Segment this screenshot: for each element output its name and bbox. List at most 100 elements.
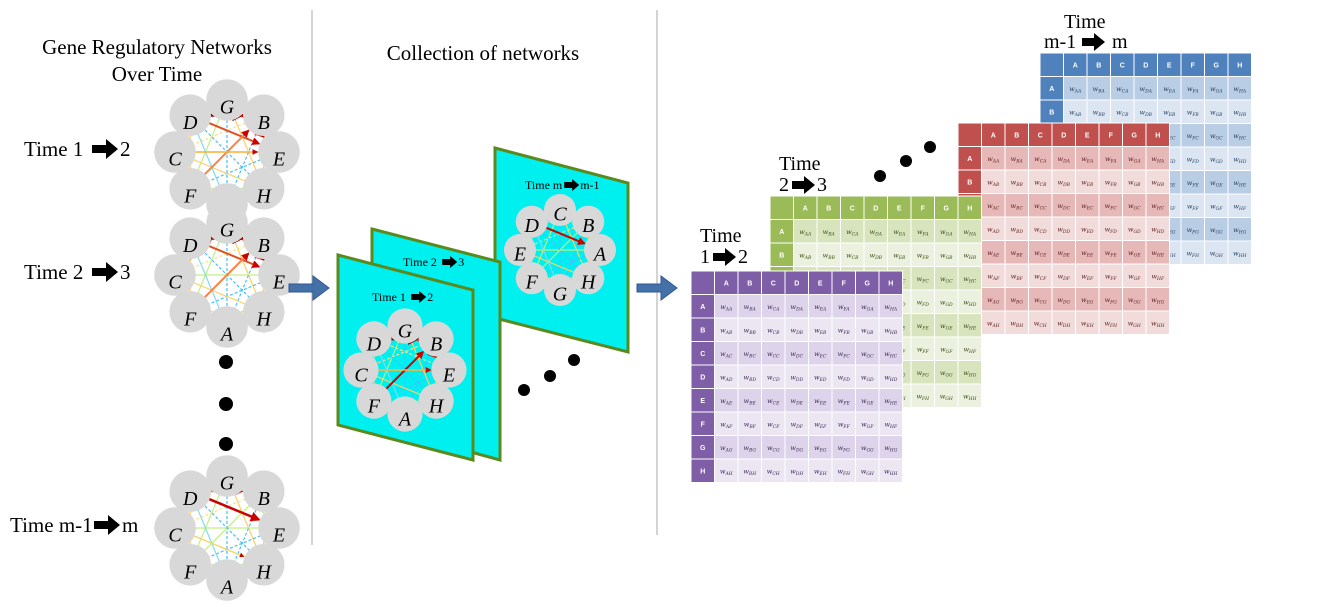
matrix-weight-index: GB [1216,112,1224,118]
network-node [154,507,196,549]
matrix-cell [1227,146,1252,171]
matrix-cell [1227,217,1252,242]
matrix-cell [934,242,959,267]
matrix-weight-symbol: w [963,369,969,377]
matrix-weight-symbol: w [1105,178,1111,186]
matrix-weight-symbol: w [1034,272,1040,280]
network-node [206,455,248,497]
matrix-weight-index: HC [1156,205,1165,211]
matrix-weight-symbol: w [1233,85,1239,93]
network-node-label: B [258,112,270,134]
matrix-cell-label: wHD [884,373,898,383]
matrix-weight-symbol: w [1151,202,1157,210]
matrix-cell [1028,263,1053,288]
matrix-title-3-from: m-1 [1044,31,1076,53]
matrix-cell [761,435,786,460]
matrix-cell-label: wBH [743,467,756,477]
matrix-cell-label: wFA [1105,155,1117,165]
matrix-weight-symbol: w [1058,272,1064,280]
matrix-cell-label: wBG [743,444,756,454]
matrix-cell [1204,193,1229,218]
matrix-weight-index: FE [921,325,929,331]
network-node [431,352,467,388]
matrix-cell [957,219,982,244]
ellipsis-dot [219,397,233,411]
matrix-cell-label: wAA [987,155,1000,165]
network-node [206,559,248,601]
network-node [242,470,285,513]
matrix-cell-label: wFB [1187,108,1200,118]
network-node [504,234,536,266]
network-node-label: B [258,488,270,510]
network-node-label: F [183,308,197,330]
matrix-weight-symbol: w [799,251,805,259]
matrix-cell [714,411,739,436]
matrix-cell [910,242,935,267]
matrix-cell [1227,123,1252,148]
matrix-cell [784,458,809,483]
matrix-weight-index: DG [1062,299,1071,305]
matrix-row-header-label: B [1049,109,1054,116]
matrix-weight-index: AB [725,330,733,336]
matrix-weight-index: GG [945,372,953,378]
network-node-label: F [367,396,381,418]
matrix-weight-index: GH [945,396,953,402]
matrix-weight-symbol: w [987,272,993,280]
matrix-weight-index: GG [1215,229,1223,235]
matrix-col-header-label: A [991,132,996,139]
matrix-weight-index: BC [748,353,756,359]
matrix-cell [816,219,841,244]
matrix-cell-label: wBD [744,373,757,383]
matrix-weight-symbol: w [1210,155,1216,163]
matrix-cell [1133,99,1158,124]
matrix-cell [1204,217,1229,242]
ellipsis-dot [518,384,530,396]
matrix-cell [1086,99,1111,124]
matrix-cell-label: wFG [917,369,930,379]
matrix-cell [981,263,1006,288]
matrix-weight-symbol: w [1081,155,1087,163]
matrix-weight-symbol: w [1057,319,1063,327]
matrix-col-header-label: C [850,205,855,212]
matrix-cell-label: wAA [1069,85,1082,95]
matrix-weight-index: CA [1122,88,1129,94]
network-node [515,262,548,295]
matrix-cell-label: wGD [1210,155,1223,165]
network-node [572,262,605,295]
matrix-weight-symbol: w [1116,108,1122,116]
matrix-weight-index: BD [1015,229,1023,235]
matrix-cell-label: wHC [1233,132,1247,142]
matrix-weight-symbol: w [1233,202,1239,210]
matrix-cell [1004,216,1029,241]
matrix-weight-index: FG [842,447,850,453]
matrix-weight-symbol: w [1034,296,1040,304]
matrix-cell-label: wDB [791,326,804,336]
matrix-col-header-label: D [1143,62,1148,69]
matrix-cell [1028,146,1053,171]
matrix-weight-symbol: w [720,326,726,334]
matrix-cell-label: wCD [1034,225,1047,235]
matrix-weight-index: CH [772,471,779,477]
matrix-col-header-label: G [1214,62,1220,69]
matrix-weight-symbol: w [720,467,726,475]
matrix-weight-index: EE [819,400,827,406]
matrix-cell [831,435,856,460]
matrix-cell [1075,146,1100,171]
matrix-cell-label: wBA [744,303,757,313]
matrix-cell [1145,169,1170,194]
matrix-weight-symbol: w [1069,108,1075,116]
panel-label-from: Time 1 [372,290,406,304]
matrix-cell-label: wHB [1151,178,1165,188]
matrix-weight-index: EF [1168,206,1176,212]
matrix-cell-label: wAA [720,303,733,313]
matrix-weight-index: GD [1215,159,1223,165]
network-node-label: D [182,488,198,510]
matrix-title-1: Time 1 2 [700,225,748,268]
matrix-cell-label: wDD [1057,225,1070,235]
matrix-cell-label: wAE [987,249,1000,259]
matrix-weight-index: BA [748,306,756,312]
matrix-weight-index: EH [1085,323,1093,329]
matrix-weight-symbol: w [814,326,820,334]
